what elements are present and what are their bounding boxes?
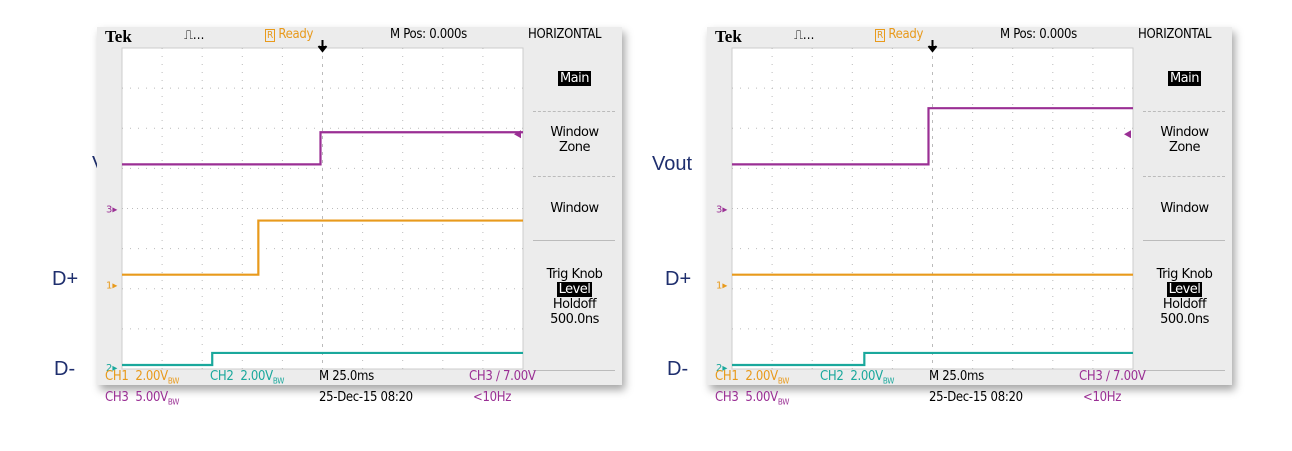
m-pos: M Pos: 0.000s bbox=[1000, 27, 1077, 42]
menu-window-button[interactable]: Window bbox=[550, 201, 599, 216]
trigger-frequency: <10Hz bbox=[473, 390, 512, 405]
holdoff-value: 500.0ns bbox=[1160, 312, 1209, 327]
trigger-level-icon bbox=[1124, 130, 1131, 139]
ch1-scale: CH1 2.00VBW bbox=[715, 369, 790, 386]
trigger-position-icon bbox=[317, 40, 328, 53]
ch3-scale: CH3 5.00VBW bbox=[715, 390, 790, 407]
menu-label: Zone bbox=[558, 140, 591, 155]
trig-knob-label: Trig Knob bbox=[1156, 267, 1213, 282]
waveform-plot: 3▸ 1▸ 2▸ bbox=[106, 40, 524, 374]
menu-label: Window bbox=[550, 125, 599, 140]
ch2-scale: CH2 2.00VBW bbox=[210, 369, 285, 386]
menu-title: HORIZONTAL bbox=[1138, 27, 1212, 42]
menu-window-button[interactable]: Window bbox=[1160, 201, 1209, 216]
label-vout-2: Vout bbox=[652, 153, 693, 175]
ch2-ground-marker: 2▸ bbox=[716, 363, 727, 374]
ch3-ground-marker: 3▸ bbox=[106, 205, 117, 216]
trigger-info: CH3 ∕ 7.00V bbox=[469, 369, 536, 384]
trigger-position-icon bbox=[927, 40, 938, 53]
ch3-ground-marker: 3▸ bbox=[716, 205, 727, 216]
status-badge: R bbox=[875, 29, 885, 42]
single-shot-icon: ⎍… bbox=[184, 28, 205, 43]
single-shot-icon: ⎍… bbox=[794, 28, 815, 43]
menu-label: Zone bbox=[1168, 140, 1201, 155]
timebase: M 25.0ms bbox=[319, 369, 374, 384]
menu-main-button[interactable]: Main bbox=[557, 71, 592, 86]
trigger-frequency: <10Hz bbox=[1083, 390, 1122, 405]
status-ready: R Ready bbox=[875, 27, 923, 42]
status-text: Ready bbox=[888, 27, 924, 42]
date-time: 25-Dec-15 08:20 bbox=[929, 390, 1023, 405]
label-dminus-2: D- bbox=[667, 358, 689, 380]
status-badge: R bbox=[265, 29, 275, 42]
level-option[interactable]: Level bbox=[1166, 282, 1203, 297]
trig-knob-label: Trig Knob bbox=[546, 267, 603, 282]
ch1-ground-marker: 1▸ bbox=[106, 281, 117, 292]
menu-label: Window bbox=[1160, 125, 1209, 140]
trace-dplus bbox=[122, 219, 523, 276]
trigger-info: CH3 ∕ 7.00V bbox=[1079, 369, 1146, 384]
ch2-ground-marker: 2▸ bbox=[106, 363, 117, 374]
status-ready: R Ready bbox=[265, 27, 313, 42]
trace-vout bbox=[732, 107, 1133, 166]
brand-logo: Tek bbox=[105, 27, 132, 46]
label-dplus: D+ bbox=[52, 268, 79, 290]
ch3-scale: CH3 5.00VBW bbox=[105, 390, 180, 407]
label-dplus-2: D+ bbox=[665, 268, 692, 290]
status-text: Ready bbox=[278, 27, 314, 42]
oscilloscope-screen-2: 3▸ 1▸ 2▸ Tek ⎍… R Ready M Pos: 0.000s HORI… bbox=[707, 27, 1232, 407]
trace-dminus bbox=[732, 351, 1133, 367]
oscilloscope-screen-1: 3▸ 1▸ 2▸ Tek ⎍… R Ready M Pos: 0.000s HORI… bbox=[97, 27, 622, 407]
level-option[interactable]: Level bbox=[556, 282, 593, 297]
trace-vout bbox=[122, 131, 523, 166]
holdoff-option[interactable]: Holdoff bbox=[552, 297, 597, 312]
trigger-level-icon bbox=[514, 130, 521, 139]
ch2-scale: CH2 2.00VBW bbox=[820, 369, 895, 386]
timebase: M 25.0ms bbox=[929, 369, 984, 384]
waveform-plot: 3▸ 1▸ 2▸ bbox=[716, 40, 1134, 374]
ch1-scale: CH1 2.00VBW bbox=[105, 369, 180, 386]
trace-dminus bbox=[122, 351, 523, 367]
holdoff-value: 500.0ns bbox=[550, 312, 599, 327]
menu-window-zone-button[interactable]: Window Zone bbox=[1137, 125, 1232, 155]
ch1-ground-marker: 1▸ bbox=[716, 281, 727, 292]
brand-logo: Tek bbox=[715, 27, 742, 46]
menu-trig-knob[interactable]: Trig Knob Level Holdoff 500.0ns bbox=[1137, 267, 1232, 327]
m-pos: M Pos: 0.000s bbox=[390, 27, 467, 42]
menu-title: HORIZONTAL bbox=[528, 27, 602, 42]
menu-window-zone-button[interactable]: Window Zone bbox=[527, 125, 622, 155]
holdoff-option[interactable]: Holdoff bbox=[1162, 297, 1207, 312]
menu-trig-knob[interactable]: Trig Knob Level Holdoff 500.0ns bbox=[527, 267, 622, 327]
menu-main-button[interactable]: Main bbox=[1167, 71, 1202, 86]
date-time: 25-Dec-15 08:20 bbox=[319, 390, 413, 405]
label-dminus: D- bbox=[54, 358, 76, 380]
